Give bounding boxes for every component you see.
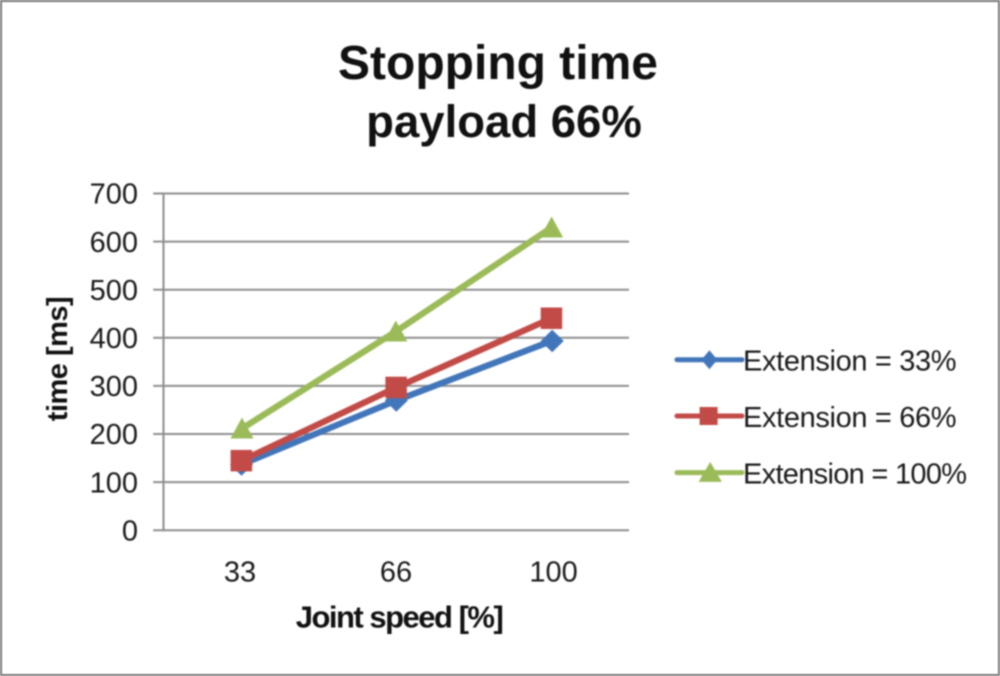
- svg-text:Extension = 33%: Extension = 33%: [743, 345, 956, 377]
- svg-text:time [ms]: time [ms]: [42, 297, 74, 421]
- svg-text:700: 700: [90, 179, 138, 211]
- svg-text:66: 66: [380, 557, 412, 589]
- svg-text:100: 100: [529, 557, 577, 589]
- svg-text:100: 100: [90, 467, 138, 499]
- svg-text:33: 33: [224, 557, 256, 589]
- svg-text:Stopping time: Stopping time: [338, 37, 658, 90]
- svg-text:Extension = 100%: Extension = 100%: [743, 458, 966, 490]
- svg-text:500: 500: [90, 275, 138, 307]
- svg-text:Joint speed [%]: Joint speed [%]: [296, 600, 503, 635]
- svg-text:400: 400: [90, 323, 138, 355]
- svg-text:Extension = 66%: Extension = 66%: [743, 402, 956, 434]
- svg-text:600: 600: [90, 227, 138, 259]
- svg-text:payload 66%: payload 66%: [366, 96, 642, 147]
- svg-text:0: 0: [122, 515, 138, 547]
- svg-text:300: 300: [90, 371, 138, 403]
- svg-text:200: 200: [90, 419, 138, 451]
